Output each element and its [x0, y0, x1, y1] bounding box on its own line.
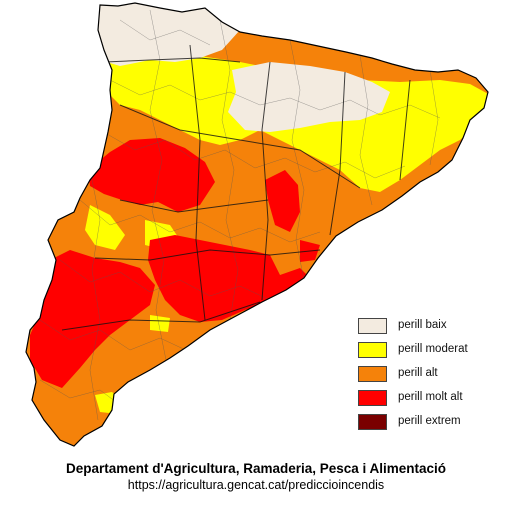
legend-label-extrem: perill extrem [398, 415, 461, 427]
zone-moderat-west [85, 205, 125, 250]
legend-item-moderat: perill moderat [358, 342, 508, 362]
municipal-boundaries [39, 9, 441, 421]
zone-molt-alt-south-center [148, 235, 312, 322]
zone-molt-alt-northwest [88, 138, 215, 212]
footer-title: Departament d'Agricultura, Ramaderia, Pe… [65, 461, 447, 476]
comarca-boundaries [61, 44, 411, 331]
legend-label-moderat: perill moderat [398, 343, 468, 355]
zone-baix-pyrenees-east [228, 62, 390, 132]
footer-url[interactable]: https://agricultura.gencat.cat/prediccio… [127, 478, 385, 492]
zone-moderat-coast [150, 315, 170, 332]
zone-molt-alt-center [265, 170, 300, 232]
legend-label-baix: perill baix [398, 319, 447, 331]
legend-item-molt-alt: perill molt alt [358, 390, 508, 410]
legend-item-extrem: perill extrem [358, 414, 508, 434]
legend-swatch-baix [358, 318, 387, 334]
legend-swatch-molt-alt [358, 390, 387, 406]
region-outline [25, 2, 489, 447]
legend-item-alt: perill alt [358, 366, 508, 386]
zone-molt-alt-southwest [30, 250, 155, 388]
legend-item-baix: perill baix [358, 318, 508, 338]
fire-risk-map [25, 2, 489, 447]
legend-swatch-extrem [358, 414, 387, 430]
legend-label-alt: perill alt [398, 367, 438, 379]
legend-swatch-alt [358, 366, 387, 382]
legend-swatch-moderat [358, 342, 387, 358]
legend-label-molt-alt: perill molt alt [398, 391, 463, 403]
zone-baix-pyrenees-west [95, 3, 240, 66]
